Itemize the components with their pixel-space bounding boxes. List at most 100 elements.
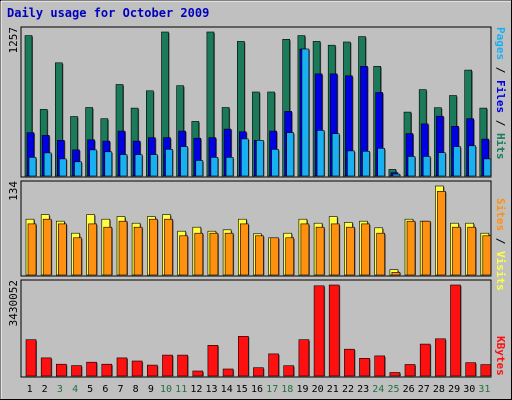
bar-sites-day-11 [179, 235, 188, 276]
bar-sites-day-24 [376, 232, 386, 276]
bar-pages-day-19 [301, 48, 310, 177]
legend-part-1: / [494, 60, 507, 80]
x-tick-label-day-26: 26 [403, 384, 415, 395]
legend-part-0: KBytes [494, 336, 507, 376]
bar-pages-day-14 [225, 157, 234, 177]
bar-kbytes-day-1 [25, 339, 37, 377]
bar-kbytes-day-13 [207, 344, 219, 377]
bar-kbytes-day-2 [40, 357, 52, 377]
bar-pages-day-28 [438, 152, 446, 177]
bar-kbytes-day-30 [465, 362, 477, 377]
bar-kbytes-day-27 [419, 343, 431, 377]
x-tick-label-day-30: 30 [463, 384, 475, 395]
bar-kbytes-day-5 [86, 361, 97, 377]
legend-part-1: / [494, 231, 507, 251]
bar-kbytes-day-25 [389, 372, 401, 377]
bar-pages-day-8 [134, 154, 143, 177]
bar-sites-day-7 [118, 220, 128, 276]
x-tick-label-day-18: 18 [281, 384, 293, 395]
legend-part-2: Visits [494, 251, 507, 291]
bar-sites-day-16 [255, 235, 264, 276]
x-tick-label-day-7: 7 [117, 384, 123, 395]
x-tick-label-day-27: 27 [418, 384, 430, 395]
bar-pages-day-3 [58, 158, 67, 177]
bar-sites-day-10 [164, 218, 173, 276]
bar-sites-day-17 [270, 237, 279, 276]
x-tick-label-day-22: 22 [342, 384, 354, 395]
bar-kbytes-day-15 [238, 335, 249, 377]
bar-sites-day-20 [315, 226, 325, 276]
bar-sites-day-6 [103, 226, 113, 276]
bar-sites-day-22 [346, 226, 355, 276]
x-tick-label-day-1: 1 [27, 384, 33, 395]
panel-mid-max-label: 134 [7, 181, 20, 201]
bar-sites-day-28 [437, 191, 446, 276]
x-tick-label-day-5: 5 [87, 384, 93, 395]
x-tick-label-day-16: 16 [251, 384, 263, 395]
bar-pages-day-30 [468, 145, 477, 177]
bar-sites-day-29 [452, 226, 461, 276]
x-tick-label-day-10: 10 [160, 384, 172, 395]
bar-sites-day-9 [149, 218, 158, 276]
x-tick-label-day-9: 9 [148, 384, 154, 395]
bar-kbytes-day-21 [328, 284, 340, 377]
panel-mid: 134 Sites / Visits [7, 180, 507, 291]
bar-kbytes-day-6 [101, 363, 113, 377]
bar-pages-day-31 [483, 158, 492, 177]
chart-title: Daily usage for October 2009 [7, 6, 209, 20]
bar-pages-day-11 [180, 146, 188, 177]
legend-part-4: Hits [494, 133, 507, 160]
bar-pages-day-20 [316, 130, 325, 177]
bar-pages-day-6 [104, 151, 113, 177]
bar-kbytes-day-8 [131, 360, 143, 377]
bar-sites-day-31 [482, 235, 492, 276]
panel-top-legend: Pages / Files / Hits [494, 27, 507, 160]
bar-kbytes-day-11 [177, 354, 188, 377]
bar-sites-day-15 [240, 223, 249, 276]
x-tick-label-day-13: 13 [205, 384, 217, 395]
x-tick-label-day-15: 15 [236, 384, 248, 395]
x-tick-label-day-2: 2 [42, 384, 48, 395]
bar-kbytes-day-22 [344, 348, 355, 377]
bar-sites-day-23 [361, 223, 370, 276]
x-tick-label-day-17: 17 [266, 384, 278, 395]
bar-kbytes-day-12 [192, 370, 204, 377]
x-tick-label-day-31: 31 [478, 384, 490, 395]
bar-pages-day-18 [286, 132, 295, 177]
bar-pages-day-10 [165, 149, 173, 177]
panel-mid-legend: Sites / Visits [494, 198, 507, 291]
bar-kbytes-day-4 [71, 365, 82, 377]
bar-kbytes-day-29 [450, 284, 461, 377]
bar-pages-day-23 [362, 151, 370, 177]
bar-pages-day-27 [422, 156, 431, 177]
x-tick-label-day-25: 25 [387, 384, 399, 395]
legend-part-3: / [494, 113, 507, 133]
x-axis-labels: 1 2 3 4 5 6 7 8 9 10 11 12 13 14 15 16 17 18 19 20 21 22 23 24 2… [27, 384, 491, 395]
x-tick-label-day-6: 6 [102, 384, 108, 395]
panel-bottom-legend: KBytes [494, 336, 507, 376]
bar-pages-day-15 [241, 138, 249, 177]
bar-kbytes-day-28 [435, 338, 446, 377]
bar-kbytes-day-10 [162, 354, 173, 377]
bar-pages-day-25 [392, 173, 401, 177]
bar-pages-day-16 [256, 140, 264, 177]
x-tick-label-day-23: 23 [357, 384, 369, 395]
bar-sites-day-2 [42, 218, 52, 276]
bar-sites-day-12 [194, 232, 204, 276]
bar-pages-day-17 [271, 149, 279, 177]
bar-kbytes-day-7 [116, 357, 128, 377]
panel-bottom-plot [20, 279, 492, 378]
bar-kbytes-day-20 [313, 285, 325, 377]
bar-kbytes-day-3 [55, 363, 67, 377]
bar-pages-day-4 [74, 161, 82, 177]
bar-kbytes-day-31 [480, 364, 492, 377]
bar-kbytes-day-16 [253, 367, 264, 377]
x-tick-label-day-29: 29 [448, 384, 460, 395]
x-tick-label-day-19: 19 [296, 384, 308, 395]
bar-pages-day-7 [119, 154, 128, 177]
bar-pages-day-2 [43, 152, 52, 177]
bar-kbytes-day-26 [404, 364, 416, 377]
x-tick-label-day-24: 24 [372, 384, 384, 395]
legend-part-0: Pages [494, 27, 507, 60]
x-tick-label-day-12: 12 [190, 384, 202, 395]
